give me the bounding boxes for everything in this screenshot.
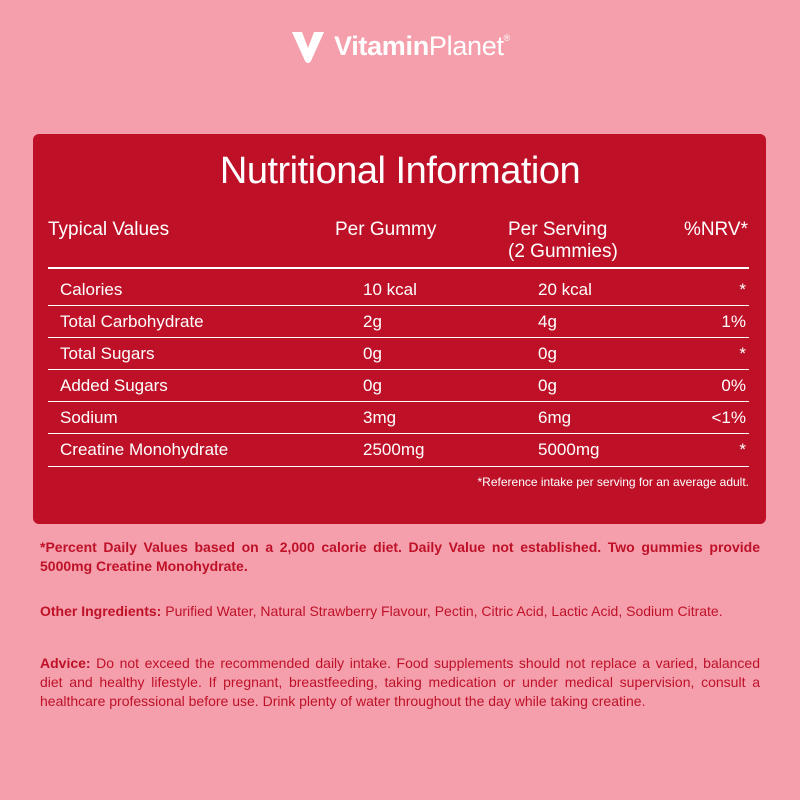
nutrient-name: Sodium: [60, 408, 118, 427]
nrv-value: 1%: [721, 312, 746, 331]
ingredients-label: Other Ingredients:: [40, 603, 162, 619]
nutrient-name: Calories: [60, 280, 123, 299]
advice: Advice: Do not exceed the recommended da…: [40, 654, 760, 711]
header-per-serving-line1: Per Serving: [508, 219, 608, 240]
table-row: Sodium 3mg 6mg <1%: [48, 401, 749, 433]
daily-values-note: *Percent Daily Values based on a 2,000 c…: [40, 539, 760, 574]
table-row: Calories 10 kcal 20 kcal *: [48, 273, 749, 305]
brand-name-bold: Vitamin: [333, 30, 429, 61]
nrv-value: *: [739, 344, 746, 363]
header-per-serving: Per Serving (2 Gummies): [508, 219, 658, 263]
nrv-value: *: [739, 440, 746, 459]
per-gummy-value: 2g: [363, 312, 382, 331]
nutrition-panel: [33, 134, 766, 524]
per-serving-value: 5000mg: [538, 440, 600, 459]
row-divider: [48, 305, 749, 306]
brand-name-light: Planet: [428, 30, 504, 61]
row-divider: [48, 401, 749, 402]
per-serving-value: 4g: [538, 312, 557, 331]
nutrient-name: Total Sugars: [60, 344, 155, 363]
nutrient-name: Creatine Monohydrate: [60, 440, 229, 459]
table-row: Creatine Monohydrate 2500mg 5000mg *: [48, 433, 749, 465]
advice-label: Advice:: [40, 655, 91, 671]
header-per-serving-line2: (2 Gummies): [508, 241, 618, 262]
nrv-value: <1%: [711, 408, 747, 427]
row-divider: [48, 369, 749, 370]
per-serving-value: 0g: [538, 376, 557, 395]
per-gummy-value: 0g: [363, 376, 382, 395]
brand-logo: VitaminPlanet®: [0, 24, 800, 68]
per-serving-value: 0g: [538, 344, 557, 363]
brand-name: VitaminPlanet®: [334, 31, 510, 62]
per-serving-value: 20 kcal: [538, 280, 592, 299]
row-divider: [48, 337, 749, 338]
table-row: Total Carbohydrate 2g 4g 1%: [48, 305, 749, 337]
table-row: Total Sugars 0g 0g *: [48, 337, 749, 369]
header-divider: [48, 267, 749, 269]
reference-intake-note: *Reference intake per serving for an ave…: [477, 475, 750, 489]
nrv-value: 0%: [721, 376, 746, 395]
row-divider: [48, 466, 749, 467]
other-ingredients: Other Ingredients: Purified Water, Natur…: [40, 602, 760, 621]
vitamin-planet-logo-icon: [291, 32, 324, 63]
row-divider: [48, 433, 749, 434]
panel-title: Nutritional Information: [219, 150, 581, 192]
table-row: Added Sugars 0g 0g 0%: [48, 369, 749, 401]
nrv-value: *: [739, 280, 746, 299]
nutrient-name: Added Sugars: [60, 376, 168, 395]
header-typical-values: Typical Values: [48, 219, 170, 240]
per-serving-value: 6mg: [538, 408, 572, 427]
nutrient-name: Total Carbohydrate: [60, 312, 204, 331]
per-gummy-value: 10 kcal: [363, 280, 417, 299]
header-per-gummy: Per Gummy: [335, 219, 437, 240]
registered-mark: ®: [503, 32, 511, 43]
per-gummy-value: 0g: [363, 344, 382, 363]
header-nrv: %NRV*: [683, 219, 748, 240]
ingredients-text: Purified Water, Natural Strawberry Flavo…: [161, 603, 723, 619]
advice-text: Do not exceed the recommended daily inta…: [40, 655, 760, 709]
per-gummy-value: 3mg: [363, 408, 397, 427]
per-gummy-value: 2500mg: [363, 440, 425, 459]
